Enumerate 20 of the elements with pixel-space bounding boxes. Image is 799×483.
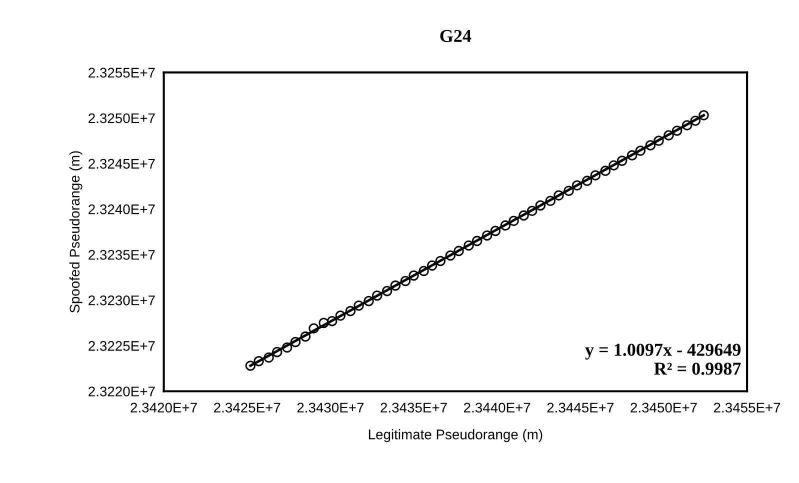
- y-tick-label: 2.3240E+7: [88, 204, 155, 214]
- x-tick-label: 2.3455E+7: [714, 402, 780, 413]
- y-tick-label: 2.3235E+7: [88, 250, 155, 260]
- y-axis-title: Spoofed Pseudorange (m): [69, 151, 82, 313]
- annotation: y = 1.0097x - 429649 R² = 0.9987: [585, 344, 741, 375]
- y-tick-label: 2.3255E+7: [88, 68, 155, 78]
- x-tick-label: 2.3435E+7: [380, 402, 447, 413]
- y-tick-label: 2.3250E+7: [88, 113, 155, 124]
- x-tick-label: 2.3425E+7: [214, 402, 280, 413]
- x-tick-label: 2.3430E+7: [297, 402, 364, 413]
- x-tick-label: 2.3420E+7: [130, 402, 197, 413]
- x-axis-title: Legitimate Pseudorange (m): [368, 429, 542, 442]
- x-tick-label: 2.3440E+7: [464, 402, 530, 413]
- x-tick-label: 2.3450E+7: [630, 402, 697, 413]
- y-tick-label: 2.3230E+7: [88, 295, 155, 306]
- chart-title: G24: [440, 30, 472, 42]
- y-tick-label: 2.3245E+7: [88, 158, 155, 169]
- y-tick-label: 2.3225E+7: [88, 341, 155, 351]
- y-tick-label: 2.3220E+7: [88, 386, 155, 396]
- x-tick-label: 2.3445E+7: [547, 402, 614, 413]
